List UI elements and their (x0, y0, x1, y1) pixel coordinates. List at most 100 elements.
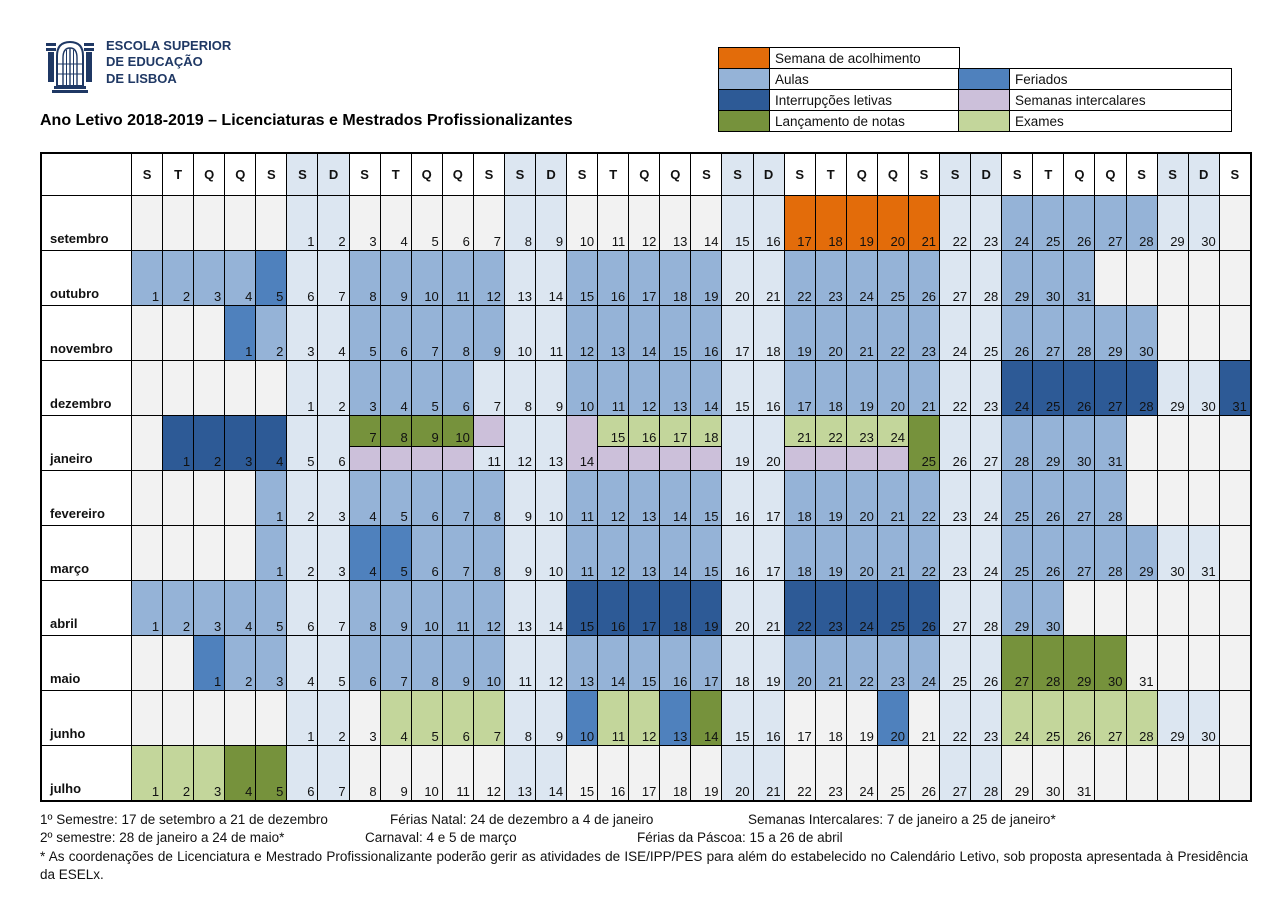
day-cell: 25 (940, 636, 972, 690)
day-number: 5 (338, 674, 346, 689)
legend-row: Interrupções letivas (719, 90, 959, 111)
day-cell: 29 (1064, 636, 1096, 690)
day-cell: 11 (598, 196, 630, 250)
day-cell: 2 (256, 306, 288, 360)
day-number: 8 (462, 344, 470, 359)
day-cell: 24 (1002, 196, 1034, 250)
day-number: 12 (641, 234, 657, 249)
day-number: 23 (828, 289, 843, 304)
day-number: 16 (766, 729, 781, 744)
day-number: 28 (1076, 344, 1092, 359)
day-number: 4 (400, 234, 408, 249)
month-label: janeiro (42, 416, 132, 470)
day-number: 13 (517, 289, 533, 304)
month-row: outubro 1 2 3 4 5 6 7 8 9 10 11 12 13 14 15 16 17 18 19 20 21… (42, 251, 1250, 306)
day-cell (132, 691, 164, 745)
day-number: 25 (921, 454, 937, 469)
day-cell: 15 (567, 251, 599, 305)
day-cell: 9 (442, 636, 474, 690)
day-number: 2 (214, 454, 222, 469)
day-number: 4 (400, 399, 408, 414)
day-number: 10 (455, 430, 470, 445)
day-cell: 3 (349, 691, 381, 745)
day-cell: 13 (504, 251, 537, 305)
day-cell (1126, 251, 1158, 305)
day-cell: 19 (815, 471, 847, 525)
day-number: 6 (307, 289, 315, 304)
day-number: 30 (1201, 399, 1216, 414)
day-cell: 15 (722, 691, 754, 745)
day-number: 7 (400, 674, 408, 689)
day-cell: 15 (598, 416, 630, 470)
day-number: 15 (735, 729, 750, 744)
day-cell: 27 (1064, 526, 1096, 580)
day-cell: 6 (287, 746, 319, 800)
day-number: 9 (524, 509, 533, 524)
legend-row: Semanas intercalares (959, 90, 1231, 111)
day-cell: 29 (1095, 306, 1127, 360)
day-number: 20 (735, 619, 750, 634)
day-cell (1188, 636, 1220, 690)
day-number: 14 (641, 344, 657, 359)
day-number: 11 (580, 509, 595, 524)
day-number: 20 (859, 564, 874, 579)
window-logo-icon (44, 34, 96, 99)
weekday-letter: S (1002, 154, 1034, 195)
day-cell: 26 (1064, 196, 1096, 250)
day-number: 18 (672, 289, 688, 304)
day-number: 6 (400, 344, 408, 359)
day-number: 5 (431, 234, 439, 249)
day-cell (1219, 196, 1250, 250)
day-cell: 15 (567, 746, 599, 800)
day-number: 10 (486, 674, 501, 689)
day-number: 22 (921, 564, 937, 579)
day-number: 17 (641, 784, 657, 799)
day-cell: 21 (784, 416, 816, 470)
weekday-letter: S (567, 154, 599, 195)
day-number: 26 (921, 619, 937, 634)
day-cell: 29 (1126, 526, 1158, 580)
day-cell: 30 (1188, 196, 1220, 250)
day-number: 7 (462, 564, 470, 579)
day-number: 14 (579, 454, 595, 469)
aulas-swatch (719, 69, 770, 89)
day-cell: 30 (1126, 306, 1158, 360)
day-number: 29 (1170, 729, 1185, 744)
day-number: 24 (859, 784, 874, 799)
day-cell: 27 (1002, 636, 1034, 690)
day-cell: 14 (691, 196, 723, 250)
weekday-letter: S (940, 154, 972, 195)
day-number: 28 (1139, 399, 1154, 414)
day-cell: 27 (1095, 691, 1127, 745)
day-number: 18 (797, 564, 812, 579)
day-number: 12 (548, 674, 564, 689)
day-cell: 14 (660, 526, 692, 580)
day-number: 27 (1076, 509, 1092, 524)
day-cell: 6 (349, 636, 381, 690)
day-number: 3 (338, 564, 346, 579)
day-cell: 13 (660, 196, 692, 250)
day-number: 5 (276, 619, 284, 634)
day-cell: 22 (846, 636, 878, 690)
day-cell: 23 (940, 526, 972, 580)
day-cell: 2 (287, 471, 319, 525)
day-cell: 25 (877, 581, 909, 635)
day-number: 13 (548, 454, 564, 469)
day-cell: 18 (660, 581, 692, 635)
day-cell: 19 (784, 306, 816, 360)
day-number: 21 (921, 729, 937, 744)
day-cell: 20 (877, 196, 909, 250)
day-number: 17 (797, 729, 812, 744)
day-number: 22 (797, 619, 812, 634)
day-number: 30 (1076, 454, 1092, 469)
day-cell (1188, 306, 1220, 360)
day-cell: 28 (1033, 636, 1065, 690)
day-number: 31 (1108, 454, 1123, 469)
weekday-letter: D (971, 154, 1003, 195)
day-number: 27 (1076, 564, 1092, 579)
day-number: 17 (766, 564, 781, 579)
day-cell: 21 (877, 471, 909, 525)
day-number: 15 (641, 674, 657, 689)
month-label: fevereiro (42, 471, 132, 525)
day-number: 29 (1170, 234, 1185, 249)
